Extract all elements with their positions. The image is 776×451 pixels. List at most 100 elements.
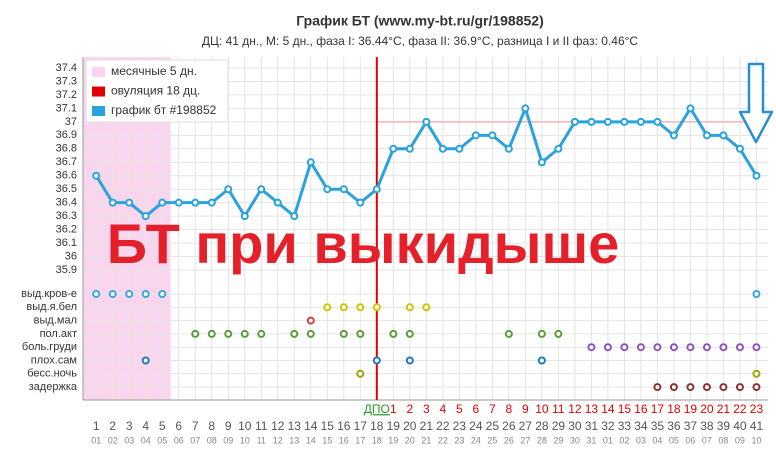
y-tick-label: 37.1 (56, 102, 77, 114)
temperature-point (372, 185, 381, 194)
date-label: 14 (306, 435, 316, 445)
symptom-marker (405, 356, 414, 365)
date-label: 02 (619, 435, 629, 445)
legend-box (85, 59, 229, 123)
x-tick-label: 27 (519, 419, 533, 433)
date-label: 25 (487, 435, 497, 445)
date-label: 01 (603, 435, 613, 445)
temperature-point (141, 212, 150, 221)
symptom-marker (587, 343, 596, 352)
y-tick-label: 36.4 (56, 197, 77, 209)
temperature-point (504, 144, 513, 153)
symptom-marker (323, 303, 332, 312)
temperature-point (356, 198, 365, 207)
temperature-point (273, 198, 282, 207)
legend: месячные 5 дн. овуляция 18 дц. график бт #… (85, 59, 229, 123)
dpo-label: 17 (651, 402, 665, 416)
legend-swatch (92, 106, 105, 116)
x-tick-label: 7 (192, 419, 199, 433)
symptom-marker (339, 303, 348, 312)
legend-label: график бт #198852 (111, 103, 217, 117)
symptom-marker (125, 290, 134, 298)
date-label: 10 (751, 435, 761, 445)
symptom-marker (372, 303, 381, 312)
y-tick-label: 36.6 (56, 170, 77, 182)
arrow (738, 62, 774, 144)
temperature-point (735, 144, 744, 153)
temperature-point (537, 158, 546, 167)
x-tick-label: 23 (453, 419, 467, 433)
symptom-marker (240, 329, 249, 338)
date-label: 03 (124, 435, 134, 445)
dpo-label: 6 (472, 402, 479, 416)
symptom-marker (389, 329, 398, 338)
date-label: 07 (702, 435, 712, 445)
temperature-point (389, 144, 398, 153)
symptom-marker (752, 343, 761, 352)
symptom-marker (405, 329, 414, 338)
symptom-marker (719, 383, 728, 392)
temperature-point (174, 198, 183, 207)
legend-swatch (92, 67, 105, 77)
date-label: 08 (718, 435, 728, 445)
temperature-point (570, 117, 579, 126)
symptom-marker (636, 343, 645, 352)
date-label: 29 (553, 435, 563, 445)
date-label: 26 (504, 435, 514, 445)
y-tick-label: 36.3 (56, 210, 77, 222)
y-tick-label: 37.4 (56, 62, 77, 74)
symptom-label: задержка (29, 381, 78, 393)
dpo-label: 21 (717, 402, 731, 416)
symptom-marker (224, 329, 233, 338)
date-label: 09 (735, 435, 745, 445)
x-tick-label: 30 (568, 419, 582, 433)
annotation: БТ при выкидыше (107, 212, 620, 275)
symptom-marker (290, 329, 299, 338)
symptom-label: выд.я.бел (26, 301, 77, 313)
dpo-label: 10 (535, 402, 549, 416)
symptom-label: боль.груди (22, 341, 77, 353)
date-label: 28 (537, 435, 547, 445)
x-tick-label: 26 (502, 419, 516, 433)
y-tick-label: 35.9 (56, 264, 77, 276)
date-label: 01 (91, 435, 101, 445)
symptom-marker (405, 303, 414, 312)
symptom-marker (702, 343, 711, 352)
y-tick-label: 37.3 (56, 75, 77, 87)
x-tick-label: 13 (288, 419, 302, 433)
dpo-label: 23 (750, 402, 764, 416)
symptom-marker (620, 343, 629, 352)
dpo-label: 7 (489, 402, 496, 416)
date-label: 02 (108, 435, 118, 445)
x-tick-label: 25 (486, 419, 500, 433)
dpo-label: 15 (618, 402, 632, 416)
date-label: 30 (570, 435, 580, 445)
x-tick-label: 10 (238, 419, 252, 433)
symptom-marker (752, 290, 761, 298)
symptom-label: пол.акт (40, 328, 77, 340)
temperature-point (752, 171, 761, 180)
temperature-point (488, 131, 497, 140)
date-label: 31 (586, 435, 596, 445)
temperature-point (653, 117, 662, 126)
x-tick-label: 41 (750, 419, 764, 433)
date-label: 03 (636, 435, 646, 445)
dpo-label: 20 (700, 402, 714, 416)
dpo-label: 18 (667, 402, 681, 416)
legend-swatch (92, 86, 105, 97)
symptom-marker (306, 329, 315, 338)
date-label: 04 (141, 435, 151, 445)
x-tick-label: 15 (321, 419, 335, 433)
temperature-point (471, 131, 480, 140)
dpo-label: 8 (506, 402, 513, 416)
x-tick-label: 39 (717, 419, 731, 433)
symptom-marker (356, 329, 365, 338)
temperature-point (719, 131, 728, 140)
y-tick-label: 36.2 (56, 224, 77, 236)
x-tick-label: 2 (109, 419, 116, 433)
temperature-point (290, 212, 299, 221)
date-label: 07 (190, 435, 200, 445)
symptom-marker (537, 356, 546, 365)
x-tick-label: 40 (733, 419, 747, 433)
date-label: 12 (273, 435, 283, 445)
